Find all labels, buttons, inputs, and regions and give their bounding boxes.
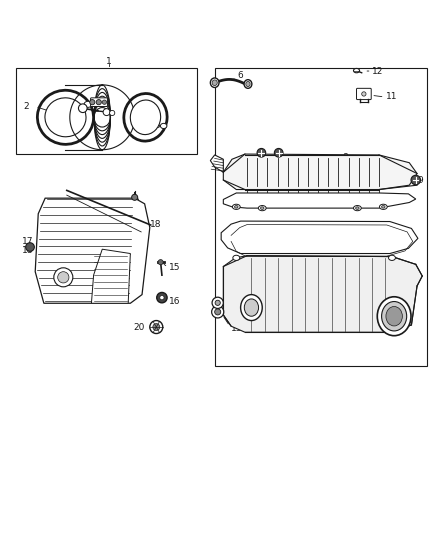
Ellipse shape (240, 295, 262, 320)
Text: 14: 14 (231, 314, 243, 323)
Text: 18: 18 (22, 246, 34, 255)
Circle shape (158, 260, 163, 265)
Polygon shape (35, 198, 150, 303)
Text: 12: 12 (372, 67, 384, 76)
Ellipse shape (160, 123, 167, 128)
Ellipse shape (386, 306, 403, 326)
Ellipse shape (244, 299, 258, 316)
Circle shape (153, 324, 160, 330)
Text: 4: 4 (74, 109, 79, 118)
Circle shape (96, 100, 101, 105)
Text: 16: 16 (169, 296, 180, 305)
Ellipse shape (381, 302, 406, 331)
Ellipse shape (131, 100, 161, 135)
Polygon shape (223, 154, 417, 190)
Polygon shape (223, 193, 416, 208)
Polygon shape (210, 155, 223, 172)
Ellipse shape (356, 207, 359, 209)
Ellipse shape (389, 255, 396, 261)
Text: 5: 5 (92, 99, 98, 108)
Circle shape (274, 149, 283, 157)
Polygon shape (223, 256, 422, 332)
Ellipse shape (210, 78, 219, 87)
Text: 17: 17 (22, 237, 34, 246)
Ellipse shape (261, 207, 264, 209)
Circle shape (103, 109, 110, 116)
Text: 18: 18 (150, 221, 161, 230)
Text: 11: 11 (386, 93, 398, 101)
Text: 10: 10 (327, 231, 338, 240)
Circle shape (150, 320, 163, 334)
Circle shape (54, 268, 73, 287)
Circle shape (411, 175, 420, 185)
Text: 7: 7 (259, 314, 265, 323)
Circle shape (212, 306, 224, 318)
Text: 2: 2 (24, 102, 29, 111)
Ellipse shape (258, 206, 266, 211)
Text: 15: 15 (169, 263, 180, 272)
Ellipse shape (379, 204, 387, 209)
Ellipse shape (246, 82, 250, 86)
Text: 9: 9 (418, 176, 424, 185)
Circle shape (26, 243, 34, 252)
Ellipse shape (381, 206, 385, 208)
Ellipse shape (235, 206, 238, 208)
Ellipse shape (212, 80, 217, 85)
Circle shape (215, 300, 220, 305)
Ellipse shape (353, 68, 360, 73)
Ellipse shape (233, 204, 240, 209)
Circle shape (58, 272, 69, 283)
Text: 8: 8 (343, 153, 349, 162)
FancyBboxPatch shape (357, 88, 371, 100)
Ellipse shape (362, 92, 366, 96)
Text: 3: 3 (155, 121, 160, 130)
Bar (215, 68, 427, 366)
Polygon shape (92, 249, 131, 303)
Circle shape (78, 104, 87, 112)
Text: 13: 13 (231, 324, 243, 333)
Ellipse shape (377, 297, 411, 336)
Ellipse shape (244, 80, 252, 88)
Circle shape (257, 149, 266, 157)
Bar (16, 68, 198, 154)
Text: 20: 20 (133, 322, 145, 332)
Circle shape (157, 293, 167, 303)
Circle shape (215, 309, 221, 315)
Circle shape (90, 100, 95, 105)
Circle shape (212, 297, 223, 309)
Ellipse shape (353, 206, 361, 211)
Ellipse shape (124, 93, 167, 141)
Circle shape (102, 100, 106, 104)
Text: 6: 6 (237, 71, 243, 80)
Circle shape (160, 295, 164, 300)
Ellipse shape (233, 255, 240, 261)
Ellipse shape (84, 101, 92, 107)
FancyBboxPatch shape (91, 98, 107, 107)
Polygon shape (221, 221, 418, 254)
Ellipse shape (37, 90, 94, 144)
Text: 1: 1 (106, 56, 112, 66)
Circle shape (132, 195, 138, 200)
Ellipse shape (45, 98, 86, 137)
Circle shape (110, 110, 115, 116)
